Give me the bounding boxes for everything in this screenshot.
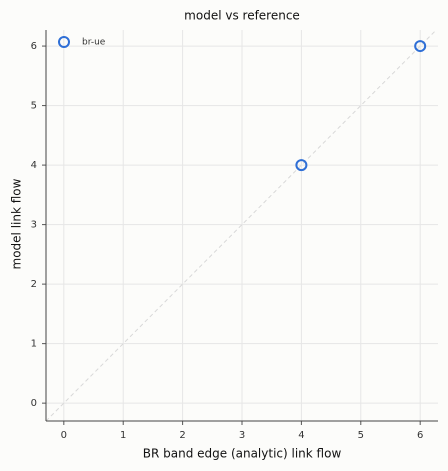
point (414, 40, 427, 53)
y-tick-label: 3 (31, 220, 37, 231)
y-tick-label: 2 (31, 279, 37, 290)
x-tick-label: 1 (120, 430, 126, 441)
legend-label: br-ue (82, 38, 106, 48)
x-tick-label: 6 (417, 430, 423, 441)
y-tick-label: 1 (31, 339, 37, 350)
x-axis-label: BR band edge (analytic) link flow (143, 447, 342, 461)
x-tick-label: 4 (298, 430, 304, 441)
y-axis-label: model link flow (10, 178, 24, 269)
y-tick-label: 6 (31, 41, 37, 52)
legend-marker (58, 36, 70, 48)
chart-title: model vs reference (184, 9, 300, 23)
x-tick-label: 2 (179, 430, 185, 441)
reference-line (45, 29, 437, 422)
y-tick-label: 0 (31, 398, 37, 409)
x-tick-label: 3 (239, 430, 245, 441)
x-tick-label: 5 (358, 430, 364, 441)
x-tick-label: 0 (61, 430, 67, 441)
point (295, 159, 308, 172)
y-tick-label: 4 (31, 160, 37, 171)
y-tick-label: 5 (31, 101, 37, 112)
